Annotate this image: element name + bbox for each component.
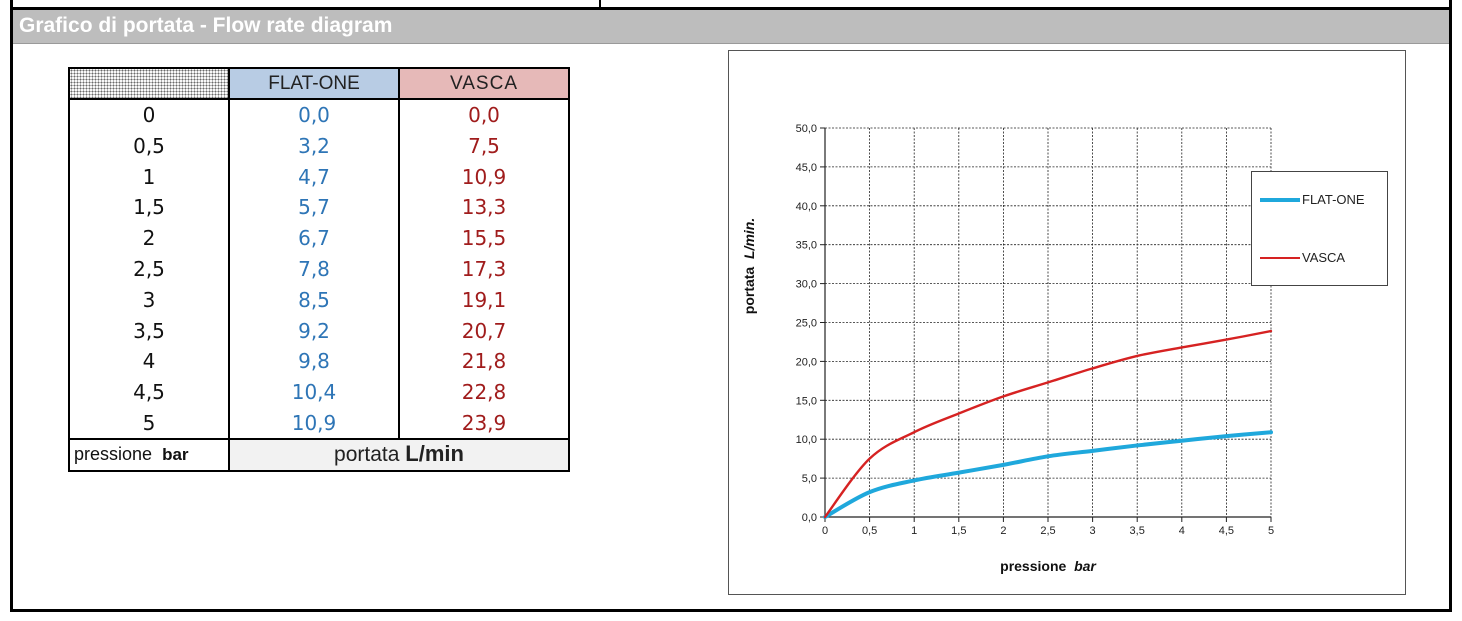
flat-one-cell: 9,2 — [298, 318, 330, 343]
pressure-cell: 0,5 — [133, 133, 165, 158]
flat-one-column: 0,0 3,2 4,7 5,7 6,7 7,8 8,5 9,2 9,8 10,4 10,9 — [230, 100, 400, 439]
page-title: Grafico di portata - Flow rate diagram — [19, 14, 393, 37]
hatched-corner-cell — [70, 69, 230, 98]
x-tick-label: 4,5 — [1219, 525, 1234, 537]
pressure-cell: 4 — [142, 349, 156, 374]
pressure-cell: 5 — [142, 411, 156, 435]
flow-rate-table: FLAT-ONE VASCA 0 0,5 1 1,5 2 2,5 3 3,5 4 4,5 5 0,0… — [68, 67, 570, 472]
series-line-flat-one — [823, 430, 1273, 519]
footer-flow-label: portata L/min — [230, 440, 568, 470]
vasca-cell: 0,0 — [468, 103, 500, 127]
x-tick-label: 1 — [911, 525, 917, 537]
vasca-cell: 23,9 — [461, 411, 507, 435]
vasca-column: 0,0 7,5 10,9 13,3 15,5 17,3 19,1 20,7 21,8 22,8 23… — [400, 100, 568, 439]
pressure-cell: 3 — [142, 287, 156, 312]
vasca-cell: 13,3 — [461, 195, 507, 220]
flat-one-cell: 9,8 — [298, 349, 330, 374]
vasca-cell: 17,3 — [461, 257, 507, 281]
vasca-cell: 21,8 — [461, 349, 507, 374]
x-tick-label: 2,5 — [1040, 525, 1055, 537]
x-tick-label: 3,5 — [1130, 525, 1145, 537]
x-tick-label: 0,5 — [862, 525, 877, 537]
legend-label-flat-one: FLAT-ONE — [1302, 192, 1365, 207]
legend-label-vasca: VASCA — [1302, 250, 1346, 265]
x-axis-label: pressione bar — [825, 558, 1271, 574]
top-divider — [599, 0, 601, 7]
x-axis-label-text: pressione — [1000, 558, 1067, 574]
footer-pressure-unit: bar — [162, 445, 189, 464]
footer-pressure-label: pressione bar — [70, 440, 230, 470]
legend-item-flat-one: FLAT-ONE — [1260, 192, 1385, 208]
footer-flow-text: portata — [334, 443, 400, 466]
flat-one-cell: 7,8 — [298, 257, 330, 281]
x-tick-label: 4 — [1179, 525, 1185, 537]
x-axis-label-unit: bar — [1074, 558, 1096, 574]
pressure-cell: 2,5 — [133, 257, 165, 281]
pressure-cell: 0 — [142, 103, 156, 127]
top-strip — [10, 0, 1452, 7]
footer-pressure-text: pressione — [74, 444, 153, 464]
x-tick-label: 2 — [1000, 525, 1006, 537]
series-line-vasca — [823, 329, 1273, 519]
column-header-vasca: VASCA — [400, 69, 568, 98]
vasca-cell: 19,1 — [461, 287, 507, 312]
legend-swatch-vasca — [1260, 257, 1300, 259]
vasca-cell: 20,7 — [461, 318, 507, 343]
flat-one-cell: 0,0 — [298, 103, 330, 127]
y-tick-label: 10,0 — [796, 434, 817, 446]
y-tick-label: 5,0 — [802, 473, 817, 485]
y-tick-label: 35,0 — [796, 240, 817, 252]
y-tick-label: 15,0 — [796, 395, 817, 407]
y-axis-label-text: portata — [741, 266, 757, 315]
flat-one-cell: 5,7 — [298, 195, 330, 220]
vasca-cell: 22,8 — [461, 380, 507, 405]
y-tick-label: 45,0 — [796, 162, 817, 174]
x-tick-label: 5 — [1268, 525, 1274, 537]
pressure-cell: 2 — [142, 226, 156, 251]
y-tick-label: 50,0 — [796, 123, 817, 135]
flat-one-cell: 8,5 — [298, 287, 330, 312]
legend-item-vasca: VASCA — [1260, 250, 1385, 266]
x-tick-label: 0 — [822, 525, 828, 537]
table-body: 0 0,5 1 1,5 2 2,5 3 3,5 4 4,5 5 0,0 3,2 4,7 5,7 6,7 7,8… — [70, 100, 568, 439]
legend-swatch-flat-one — [1260, 198, 1300, 202]
header-bar: Grafico di portata - Flow rate diagram — [13, 10, 1449, 44]
vasca-cell: 7,5 — [468, 133, 500, 158]
flow-rate-chart: 0,0 5,0 10,0 15,0 20,0 25,0 30,0 35,0 40,0 45,0 50… — [728, 50, 1406, 595]
flat-one-cell: 6,7 — [298, 226, 330, 251]
y-tick-label: 0,0 — [802, 512, 817, 524]
table-footer: pressione bar portata L/min — [70, 438, 568, 470]
footer-flow-unit: L/min — [405, 441, 464, 466]
x-tick-label: 1,5 — [951, 525, 966, 537]
pressure-cell: 1,5 — [133, 195, 165, 220]
pressure-cell: 3,5 — [133, 318, 165, 343]
flat-one-cell: 4,7 — [298, 164, 330, 189]
flat-one-cell: 10,4 — [291, 380, 337, 405]
y-axis-label-unit: L/min. — [741, 217, 757, 259]
y-tick-label: 30,0 — [796, 279, 817, 291]
y-tick-label: 25,0 — [796, 318, 817, 330]
chart-svg: 0,05,010,015,020,025,030,035,040,045,050… — [796, 123, 1274, 537]
y-axis-label: portata L/min. — [741, 196, 757, 336]
table-header: FLAT-ONE VASCA — [70, 69, 568, 100]
pressure-cell: 4,5 — [133, 380, 165, 405]
y-tick-label: 20,0 — [796, 356, 817, 368]
y-tick-label: 40,0 — [796, 201, 817, 213]
flat-one-cell: 3,2 — [298, 133, 330, 158]
pressure-cell: 1 — [142, 164, 156, 189]
column-header-flat-one: FLAT-ONE — [230, 69, 400, 98]
x-tick-label: 3 — [1090, 525, 1096, 537]
flat-one-cell: 10,9 — [291, 411, 337, 435]
vasca-cell: 15,5 — [461, 226, 507, 251]
chart-legend: FLAT-ONE VASCA — [1251, 171, 1388, 286]
pressure-column: 0 0,5 1 1,5 2 2,5 3 3,5 4 4,5 5 — [70, 100, 230, 439]
vasca-cell: 10,9 — [461, 164, 507, 189]
